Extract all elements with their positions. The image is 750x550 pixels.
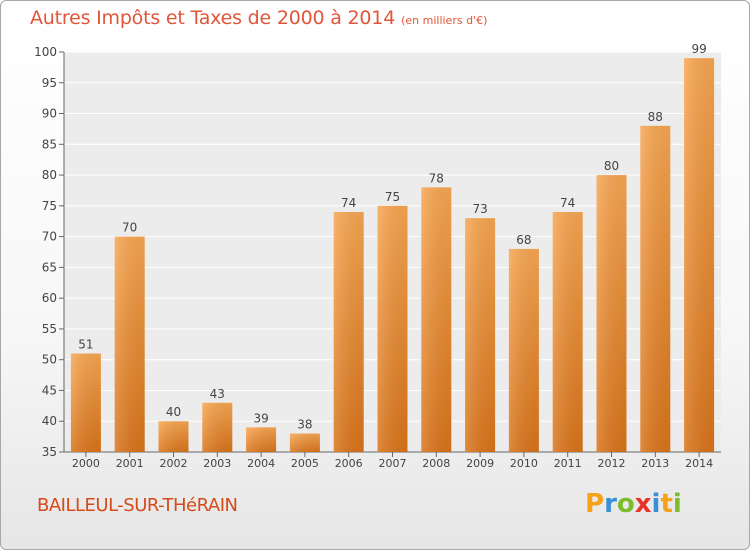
value-label-2009: 73	[472, 202, 487, 216]
value-label-2004: 39	[253, 411, 268, 425]
y-tick-label: 100	[34, 45, 57, 59]
y-tick-label: 90	[42, 107, 57, 121]
y-tick-label: 60	[42, 291, 57, 305]
y-tick-label: 45	[42, 383, 57, 397]
bar-shade-2011	[552, 212, 583, 452]
logo-letter: i	[672, 489, 682, 519]
x-tick-label-2000: 2000	[72, 457, 100, 470]
chart-title: Autres Impôts et Taxes de 2000 à 2014 (en…	[30, 7, 487, 29]
bar-shade-2000	[70, 353, 101, 452]
value-label-2014: 99	[691, 42, 706, 56]
value-label-2008: 78	[429, 171, 444, 185]
x-tick-label-2014: 2014	[685, 457, 713, 470]
logo-letter: o	[616, 489, 635, 519]
value-label-2003: 43	[210, 387, 225, 401]
value-label-2001: 70	[122, 221, 137, 235]
chart-title-text: Autres Impôts et Taxes de 2000 à 2014	[30, 7, 396, 29]
bar-shade-2006	[333, 212, 364, 452]
value-label-2002: 40	[166, 405, 181, 419]
x-tick-label-2011: 2011	[554, 457, 582, 470]
bar-shade-2007	[377, 205, 408, 452]
logo-letter: x	[634, 489, 652, 519]
y-tick-label: 65	[42, 260, 57, 274]
proxiti-logo: Proxiti	[585, 489, 682, 519]
x-tick-label-2010: 2010	[510, 457, 538, 470]
chart-subtitle: (en milliers d'€)	[401, 14, 488, 27]
value-label-2012: 80	[604, 159, 619, 173]
x-tick-label-2009: 2009	[466, 457, 494, 470]
x-tick-label-2002: 2002	[160, 457, 188, 470]
x-tick-label-2008: 2008	[422, 457, 450, 470]
logo-letter: P	[585, 489, 605, 519]
bar-shade-2003	[202, 402, 233, 452]
bar-shade-2005	[289, 433, 320, 452]
bar-shade-2001	[114, 236, 145, 452]
bar-shade-2014	[684, 58, 715, 453]
value-label-2006: 74	[341, 196, 356, 210]
value-label-2005: 38	[297, 418, 312, 432]
bar-shade-2009	[465, 218, 496, 452]
place-name: BAILLEUL-SUR-THéRAIN	[37, 495, 238, 516]
value-label-2011: 74	[560, 196, 575, 210]
x-tick-label-2005: 2005	[291, 457, 319, 470]
x-tick-label-2013: 2013	[641, 457, 669, 470]
bar-shade-2008	[421, 187, 452, 452]
y-tick-label: 80	[42, 168, 57, 182]
logo-letter: t	[660, 489, 673, 519]
logo-letter: r	[604, 489, 617, 519]
value-label-2010: 68	[516, 233, 531, 247]
y-tick-label: 75	[42, 199, 57, 213]
y-tick-label: 95	[42, 76, 57, 90]
x-tick-label-2003: 2003	[203, 457, 231, 470]
value-label-2000: 51	[78, 338, 93, 352]
bar-shade-2012	[596, 175, 627, 453]
y-tick-label: 50	[42, 353, 57, 367]
x-tick-label-2012: 2012	[598, 457, 626, 470]
y-tick-label: 35	[42, 445, 57, 459]
y-tick-label: 85	[42, 137, 57, 151]
value-label-2013: 88	[648, 110, 663, 124]
bar-shade-2002	[158, 421, 189, 452]
y-tick-label: 40	[42, 414, 57, 428]
x-tick-label-2006: 2006	[335, 457, 363, 470]
y-tick-label: 70	[42, 230, 57, 244]
bar-shade-2004	[246, 427, 277, 452]
bar-shade-2013	[640, 125, 671, 452]
y-tick-label: 55	[42, 322, 57, 336]
bar-shade-2010	[508, 248, 539, 452]
x-tick-label-2007: 2007	[379, 457, 407, 470]
x-tick-label-2004: 2004	[247, 457, 275, 470]
value-label-2007: 75	[385, 190, 400, 204]
logo-letter: i	[651, 489, 661, 519]
x-tick-label-2001: 2001	[116, 457, 144, 470]
